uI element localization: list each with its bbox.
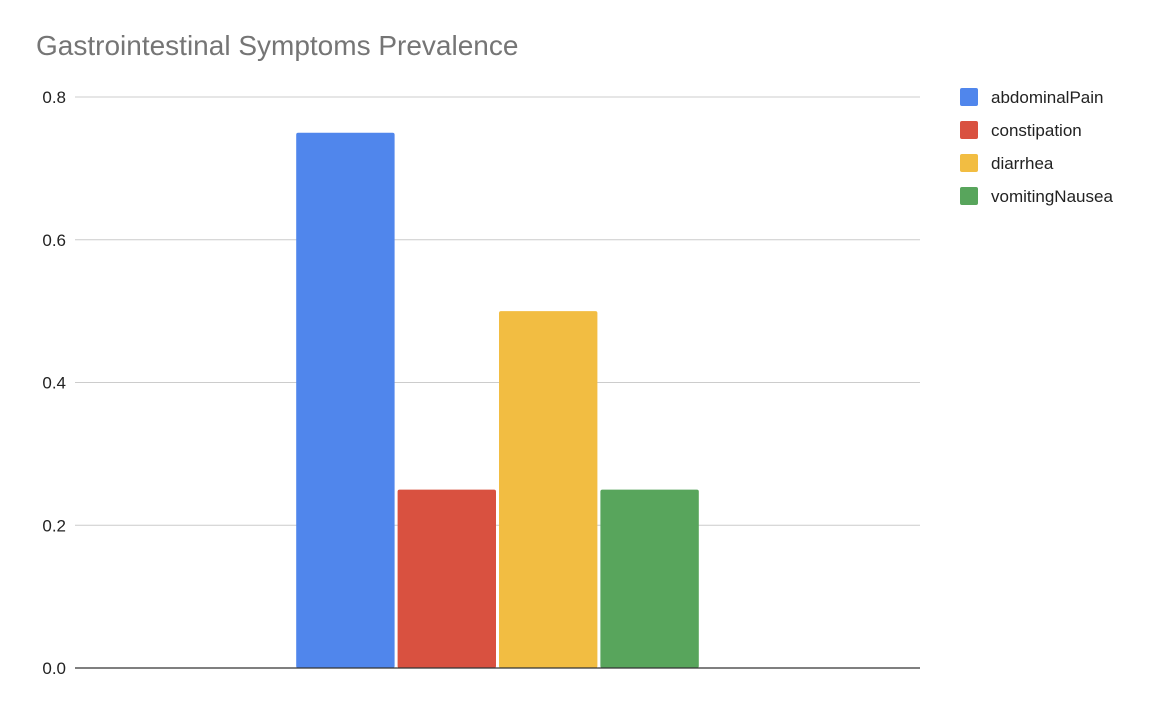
y-tick-label: 0.2 — [42, 516, 66, 535]
legend-swatch-abdominalPain — [960, 88, 978, 106]
legend-swatch-constipation — [960, 121, 978, 139]
bar-diarrhea — [499, 311, 598, 668]
y-tick-label: 0.6 — [42, 231, 66, 250]
grid-layer — [75, 96, 920, 526]
bar-constipation — [397, 489, 496, 668]
axis-layer: 0.0 0.2 0.4 0.6 0.8 — [42, 88, 920, 678]
legend-swatch-vomitingNausea — [960, 187, 978, 205]
y-tick-label: 0.0 — [42, 659, 66, 678]
legend-label-diarrhea: diarrhea — [991, 154, 1054, 173]
chart-title: Gastrointestinal Symptoms Prevalence — [36, 30, 519, 61]
legend-label-vomitingNausea: vomitingNausea — [991, 187, 1113, 206]
bars-layer — [296, 132, 699, 668]
y-tick-label: 0.4 — [42, 374, 66, 393]
bar-abdominalPain — [296, 132, 395, 668]
legend-label-abdominalPain: abdominalPain — [991, 88, 1103, 107]
legend-layer: abdominalPain constipation diarrhea vomitin… — [960, 88, 1113, 206]
legend-swatch-diarrhea — [960, 154, 978, 172]
legend-label-constipation: constipation — [991, 121, 1082, 140]
bar-vomitingNausea — [600, 489, 699, 668]
y-tick-label: 0.8 — [42, 88, 66, 107]
